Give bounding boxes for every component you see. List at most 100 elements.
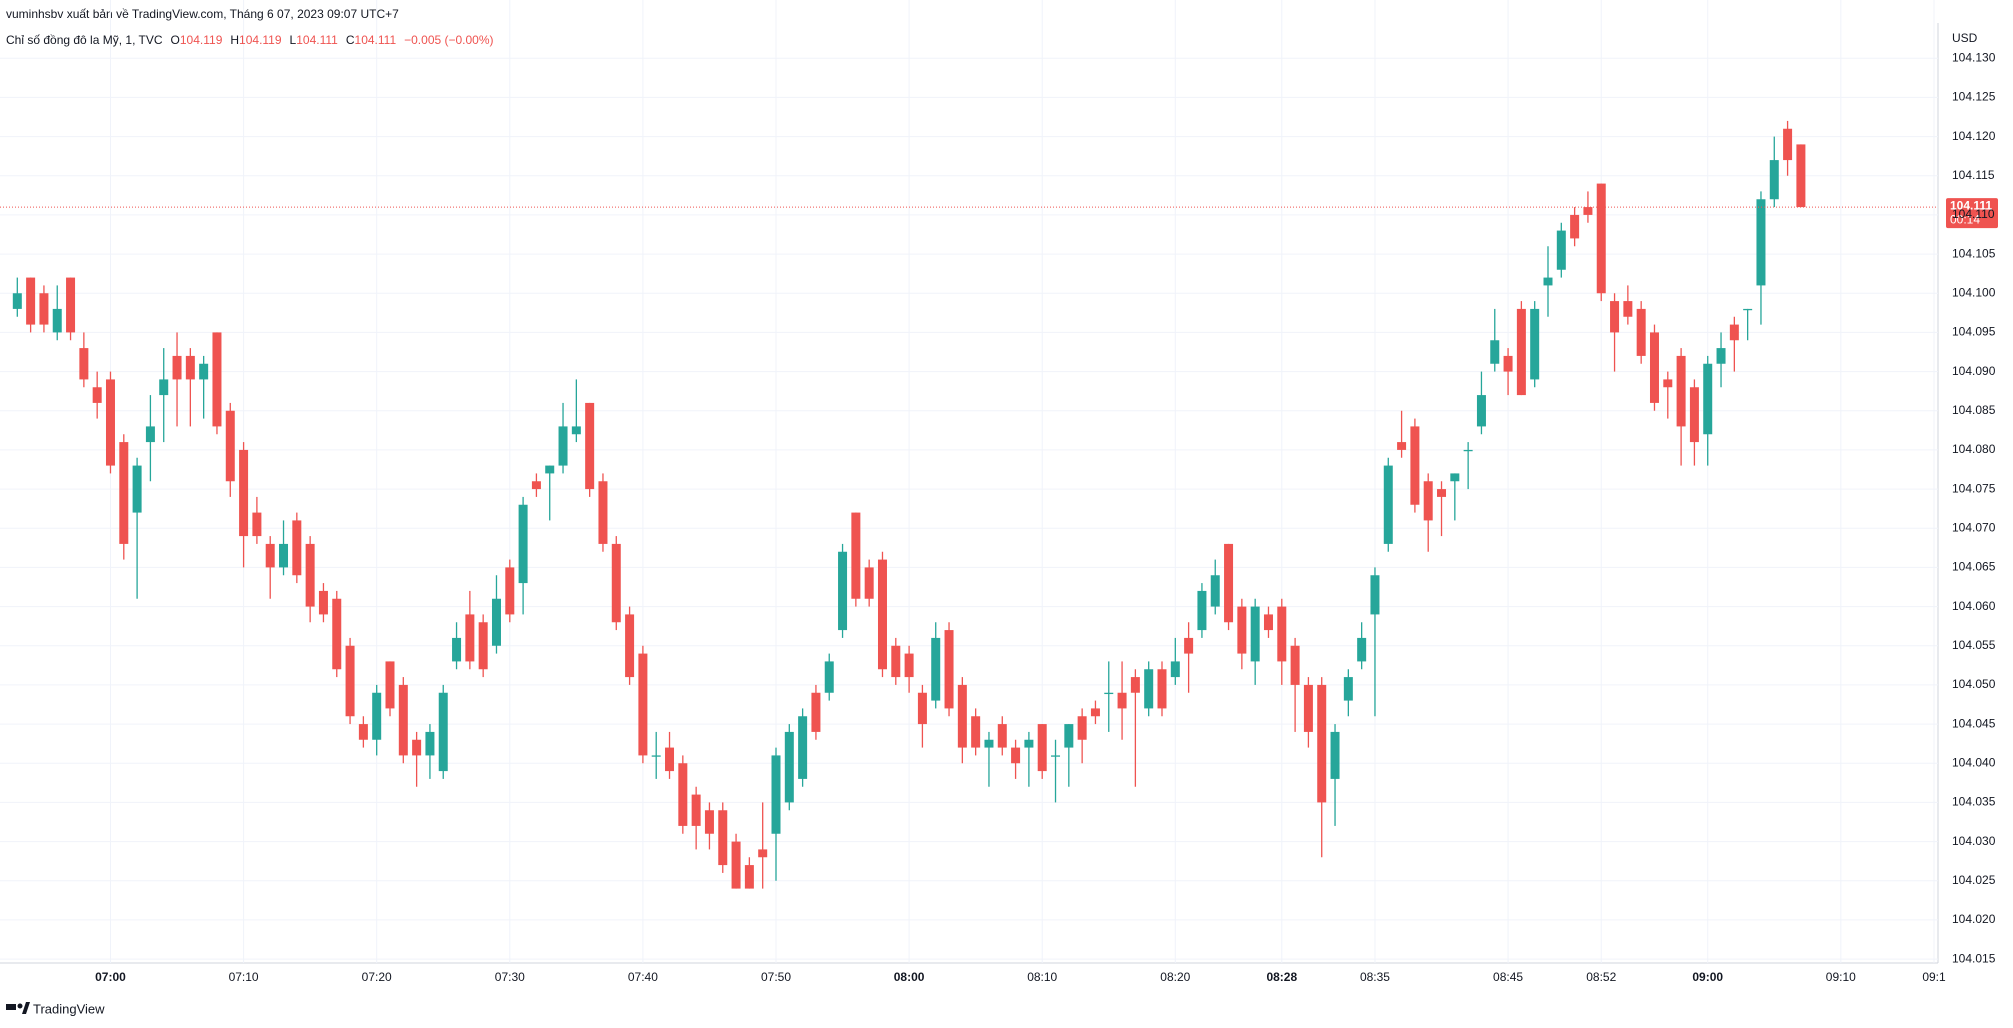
candle-body xyxy=(452,637,462,662)
candle-body xyxy=(1596,183,1606,294)
candle-body xyxy=(1250,606,1260,662)
last-price-label: 104.111 xyxy=(1950,198,1992,212)
candle-body xyxy=(984,739,994,748)
candle-body xyxy=(265,543,275,568)
price-axis-unit: USD xyxy=(1952,31,1978,45)
x-tick-label: 09:00 xyxy=(1692,970,1723,984)
candle-body xyxy=(52,308,62,333)
candle-body xyxy=(651,755,661,757)
candle-body xyxy=(438,692,448,772)
candle-body xyxy=(1450,473,1460,482)
candle-body xyxy=(358,724,368,740)
candle-body xyxy=(1011,747,1021,764)
candle-body xyxy=(1490,340,1500,364)
x-tick-label: 08:20 xyxy=(1160,970,1190,984)
candle-body xyxy=(1290,645,1300,685)
candle-body xyxy=(1051,755,1061,757)
y-tick-label: 104.110 xyxy=(1952,207,1995,221)
candle-body xyxy=(145,426,155,443)
candle-body xyxy=(1769,160,1779,200)
candle-body xyxy=(1610,301,1620,333)
candle-body xyxy=(159,379,169,396)
candle-body xyxy=(771,755,781,834)
candle-body xyxy=(891,645,901,678)
candle-body xyxy=(1170,661,1180,678)
candle-body xyxy=(1476,395,1486,427)
candle-body xyxy=(824,661,834,693)
candle-body xyxy=(225,410,235,482)
last-price-box xyxy=(1946,198,1998,229)
candle-body xyxy=(345,645,355,717)
candle-body xyxy=(917,692,927,725)
x-tick-label: 09:10 xyxy=(1826,970,1856,984)
candle-body xyxy=(1224,543,1234,623)
y-tick-label: 104.120 xyxy=(1952,129,1996,143)
candle-body xyxy=(1437,489,1447,497)
legend-field-key: H xyxy=(230,33,239,47)
legend-field-value: 104.119 xyxy=(239,33,282,47)
candle-body xyxy=(1130,677,1140,693)
candle-body xyxy=(372,692,382,740)
y-tick-label: 104.125 xyxy=(1952,90,1996,104)
candle-body xyxy=(132,465,142,513)
candle-body xyxy=(185,355,195,380)
candle-body xyxy=(1383,465,1393,544)
candle-body xyxy=(1729,324,1739,341)
candle-body xyxy=(239,449,249,537)
candle-body xyxy=(531,481,541,490)
candle-body xyxy=(838,551,848,631)
candle-body xyxy=(811,692,821,732)
candle-body xyxy=(1703,363,1713,435)
y-tick-label: 104.070 xyxy=(1952,520,1996,534)
candle-body xyxy=(957,684,967,748)
candle-body xyxy=(1516,308,1526,396)
candle-body xyxy=(105,379,115,466)
candle-body xyxy=(971,716,981,748)
candle-body xyxy=(1117,692,1127,709)
candle-body xyxy=(39,293,49,325)
candle-body xyxy=(1410,426,1420,505)
y-tick-label: 104.025 xyxy=(1952,873,1996,887)
x-tick-label: 08:10 xyxy=(1027,970,1057,984)
candle-body xyxy=(1663,379,1673,388)
footer-brand: TradingView xyxy=(33,1001,105,1016)
candle-body xyxy=(718,810,728,866)
legend: Chỉ số đồng đô la Mỹ, 1, TVC O104.119 H104… xyxy=(6,33,494,47)
x-tick-label: 08:35 xyxy=(1360,970,1390,984)
candle-body xyxy=(79,348,89,380)
y-tick-label: 104.055 xyxy=(1952,638,1996,652)
x-tick-label: 07:10 xyxy=(229,970,259,984)
y-tick-label: 104.030 xyxy=(1952,834,1996,848)
legend-field-key: L xyxy=(290,33,297,47)
candle-body xyxy=(1623,301,1633,317)
candle-body xyxy=(1649,332,1659,403)
candle-body xyxy=(1144,669,1154,709)
candle-body xyxy=(704,810,714,834)
candle-body xyxy=(571,426,581,435)
legend-field-key: C xyxy=(346,33,355,47)
header: vuminhsbv xuất bản về TradingView.com, T… xyxy=(6,7,399,21)
candle-body xyxy=(1330,731,1340,779)
candle-body xyxy=(1157,669,1167,709)
candle-body xyxy=(332,598,342,670)
candle-body xyxy=(318,590,328,615)
y-tick-label: 104.105 xyxy=(1952,246,1996,260)
candle-body xyxy=(1303,684,1313,732)
candle-body xyxy=(1343,677,1353,701)
candle-body xyxy=(518,504,528,584)
candles xyxy=(12,120,1806,889)
candle-body xyxy=(1743,308,1753,311)
candle-body xyxy=(1357,637,1367,662)
candle-body xyxy=(1024,739,1034,748)
x-tick-label: 09:1 xyxy=(1922,970,1946,984)
candle-body xyxy=(66,277,76,333)
legend-symbol: Chỉ số đồng đô la Mỹ, 1, TVC xyxy=(6,33,163,47)
candle-body xyxy=(292,520,302,576)
candle-body xyxy=(412,739,422,756)
candle-body xyxy=(425,731,435,756)
candle-body xyxy=(851,512,861,599)
x-tick-label: 07:50 xyxy=(761,970,791,984)
candle-body xyxy=(598,481,608,544)
